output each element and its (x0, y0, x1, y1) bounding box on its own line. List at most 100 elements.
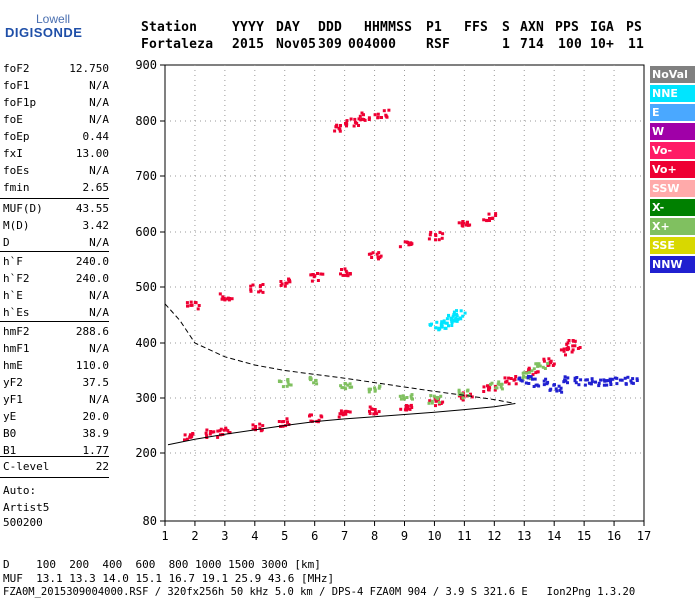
trace-pixel (189, 300, 193, 304)
trace-pixel (312, 275, 316, 279)
trace-pixel (443, 326, 447, 330)
trace-pixel (339, 384, 343, 388)
param-row: B1 1.77 (3, 444, 109, 460)
trace-pixel (563, 375, 567, 379)
trace-pixel (566, 381, 569, 385)
param-value: N/A (89, 164, 109, 177)
trace-pixel (259, 284, 262, 288)
trace-pixel (333, 129, 337, 133)
trace-pixel (624, 382, 628, 386)
separator (0, 198, 109, 199)
param-value: 12.750 (69, 62, 109, 75)
trace-pixel (465, 223, 468, 227)
trace-point (183, 432, 195, 442)
x-tick-label: 14 (547, 529, 561, 543)
trace-pixel (571, 348, 575, 352)
trace-pixel (604, 379, 608, 383)
trace-pixel (494, 212, 498, 216)
legend-item-ssw: SSW (650, 180, 695, 197)
trace-pixel (382, 109, 386, 113)
trace-pixel (618, 378, 622, 382)
plot-frame (164, 64, 645, 522)
trace-point (489, 380, 504, 391)
trace-pixel (608, 377, 612, 381)
trace-pixel (212, 430, 216, 434)
trace-pixel (349, 117, 353, 121)
trace-pixel (357, 124, 360, 127)
trace-pixel (528, 377, 532, 381)
val-ps: 11 (628, 37, 645, 52)
trace-pixel (316, 279, 320, 282)
trace-pixel (348, 385, 352, 389)
trace-pixel (542, 379, 546, 383)
trace-point (594, 378, 609, 388)
trace-pixel (346, 383, 350, 387)
trace-pixel (432, 394, 436, 398)
trace-pixel (590, 380, 594, 384)
trace-pixel (228, 297, 231, 300)
trace-pixel (315, 382, 319, 386)
trace-point (482, 384, 497, 393)
trace-pixel (455, 312, 458, 316)
param-row: hmF2 288.6 (3, 325, 109, 341)
trace-pixel (455, 309, 458, 313)
trace-pixel (375, 252, 379, 256)
parameter-panel: foF2 12.750 foF1 N/A foF1p N/A foE N/A foEp 0… (0, 0, 112, 560)
trace-pixel (261, 290, 265, 294)
trace-pixel (505, 379, 509, 383)
trace-pixel (223, 298, 227, 302)
trace-point (308, 375, 319, 386)
val-s: 1 (502, 37, 511, 52)
trace-pixel (487, 212, 491, 216)
trace-pixel (564, 353, 567, 357)
trace-pixel (222, 296, 226, 300)
trace-pixel (514, 382, 518, 386)
trace-pixel (360, 111, 364, 115)
trace-pixel (402, 396, 406, 400)
trace-pixel (597, 384, 601, 388)
trace-pixel (445, 317, 449, 321)
trace-pixel (463, 311, 467, 315)
trace-pixel (546, 361, 550, 365)
param-row: MUF(D) 43.55 (3, 202, 109, 218)
param-name: hmE (3, 359, 23, 372)
legend-item-x-: X+ (650, 218, 695, 235)
param-name: B0 (3, 427, 17, 440)
trace-point (398, 393, 414, 401)
trace-pixel (340, 411, 344, 415)
y-tick-label: 500 (135, 280, 157, 294)
trace-pixel (441, 232, 445, 236)
trace-pixel (398, 394, 402, 398)
param-value: 37.5 (82, 376, 110, 389)
param-row: foF2 12.750 (3, 62, 109, 78)
x-tick-label: 17 (637, 529, 651, 543)
autoscale-version: 500200 (3, 516, 43, 529)
separator (0, 321, 109, 322)
trace-pixel (436, 397, 440, 401)
param-name: foE (3, 113, 23, 126)
trace-pixel (555, 389, 559, 393)
param-value: N/A (89, 96, 109, 109)
trace-pixel (227, 431, 231, 435)
trace-pixel (398, 245, 402, 249)
trace-pixel (635, 379, 639, 382)
trace-pixel (497, 380, 501, 384)
y-tick-label: 300 (135, 391, 157, 405)
trace-pixel (429, 323, 432, 327)
trace-pixel (440, 320, 444, 324)
param-name: yF1 (3, 393, 23, 406)
param-name: foEs (3, 164, 30, 177)
trace-pixel (452, 310, 456, 314)
trace-pixel (576, 347, 580, 350)
trace-pixel (401, 394, 405, 398)
trace-pixel (188, 435, 192, 439)
param-name: yE (3, 410, 17, 423)
trace-point (542, 357, 556, 367)
x-tick-label: 2 (191, 529, 198, 543)
trace-pixel (344, 412, 348, 416)
y-tick-label: 800 (135, 114, 157, 128)
trace-pixel (486, 384, 490, 388)
trace-pixel (254, 425, 258, 428)
trace-pixel (482, 390, 486, 393)
trace-point (368, 405, 381, 416)
